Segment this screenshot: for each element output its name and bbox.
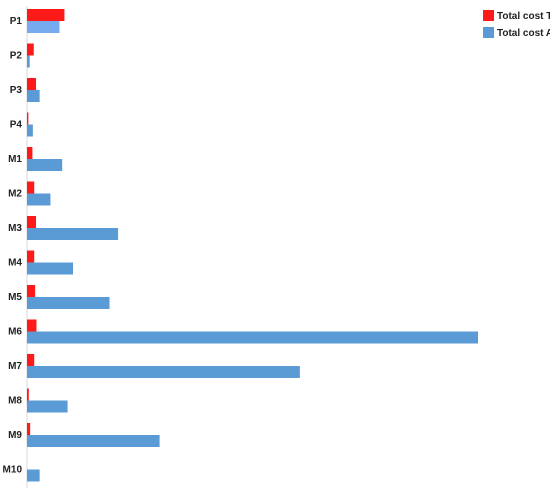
legend: Total cost TM Total cost AM [483,10,550,39]
bar-am-m5 [27,297,110,309]
bar-am-m2 [27,193,51,206]
bar-am-m9 [27,435,160,447]
bar-am-m8 [27,400,68,413]
category-labels: P1 P2 P3 P4 M1 M2 M3 M4 M5 M6 M7 M8 M9 M10 [3,16,23,476]
bar-am-m1 [27,159,63,171]
bar-tm-m1 [27,147,33,159]
bar-tm-p1 [27,9,65,21]
category-label-m10: M10 [3,465,23,476]
bar-tm-m2 [27,181,35,194]
bar-tm-p2 [27,43,34,56]
bar-am-p2 [27,55,30,68]
bar-am-m6 [27,331,478,344]
bar-tm-m6 [27,319,37,332]
category-label-p3: P3 [10,85,23,96]
category-label-m7: M7 [8,361,22,372]
bar-tm-m7 [27,354,35,366]
category-label-m6: M6 [8,327,22,338]
bar-am-m7 [27,366,300,378]
category-label-m3: M3 [8,223,22,234]
bar-am-p1 [27,21,60,33]
category-label-m1: M1 [8,154,22,165]
bar-tm-m5 [27,285,36,297]
bar-tm-m8 [27,388,29,401]
category-label-m5: M5 [8,292,22,303]
legend-label-tm: Total cost TM [497,11,550,22]
category-label-p1: P1 [10,16,23,27]
legend-swatch-tm [483,10,494,21]
legend-swatch-am [483,27,494,38]
bar-tm-m9 [27,423,31,435]
bar-am-m10 [27,469,40,482]
bar-tm-p3 [27,78,37,90]
legend-label-am: Total cost AM [497,28,550,39]
category-label-m4: M4 [8,258,22,269]
bar-am-p4 [27,124,33,137]
bar-am-p3 [27,90,40,102]
category-label-p2: P2 [10,51,23,62]
bar-am-m3 [27,228,119,240]
bar-tm-p4 [27,112,29,125]
bar-am-m4 [27,262,74,275]
bar-tm-m4 [27,250,35,263]
category-label-m9: M9 [8,430,22,441]
bars-layer [27,9,478,482]
category-label-m8: M8 [8,396,22,407]
category-label-m2: M2 [8,189,22,200]
bar-tm-m3 [27,216,37,228]
category-label-p4: P4 [10,120,23,131]
